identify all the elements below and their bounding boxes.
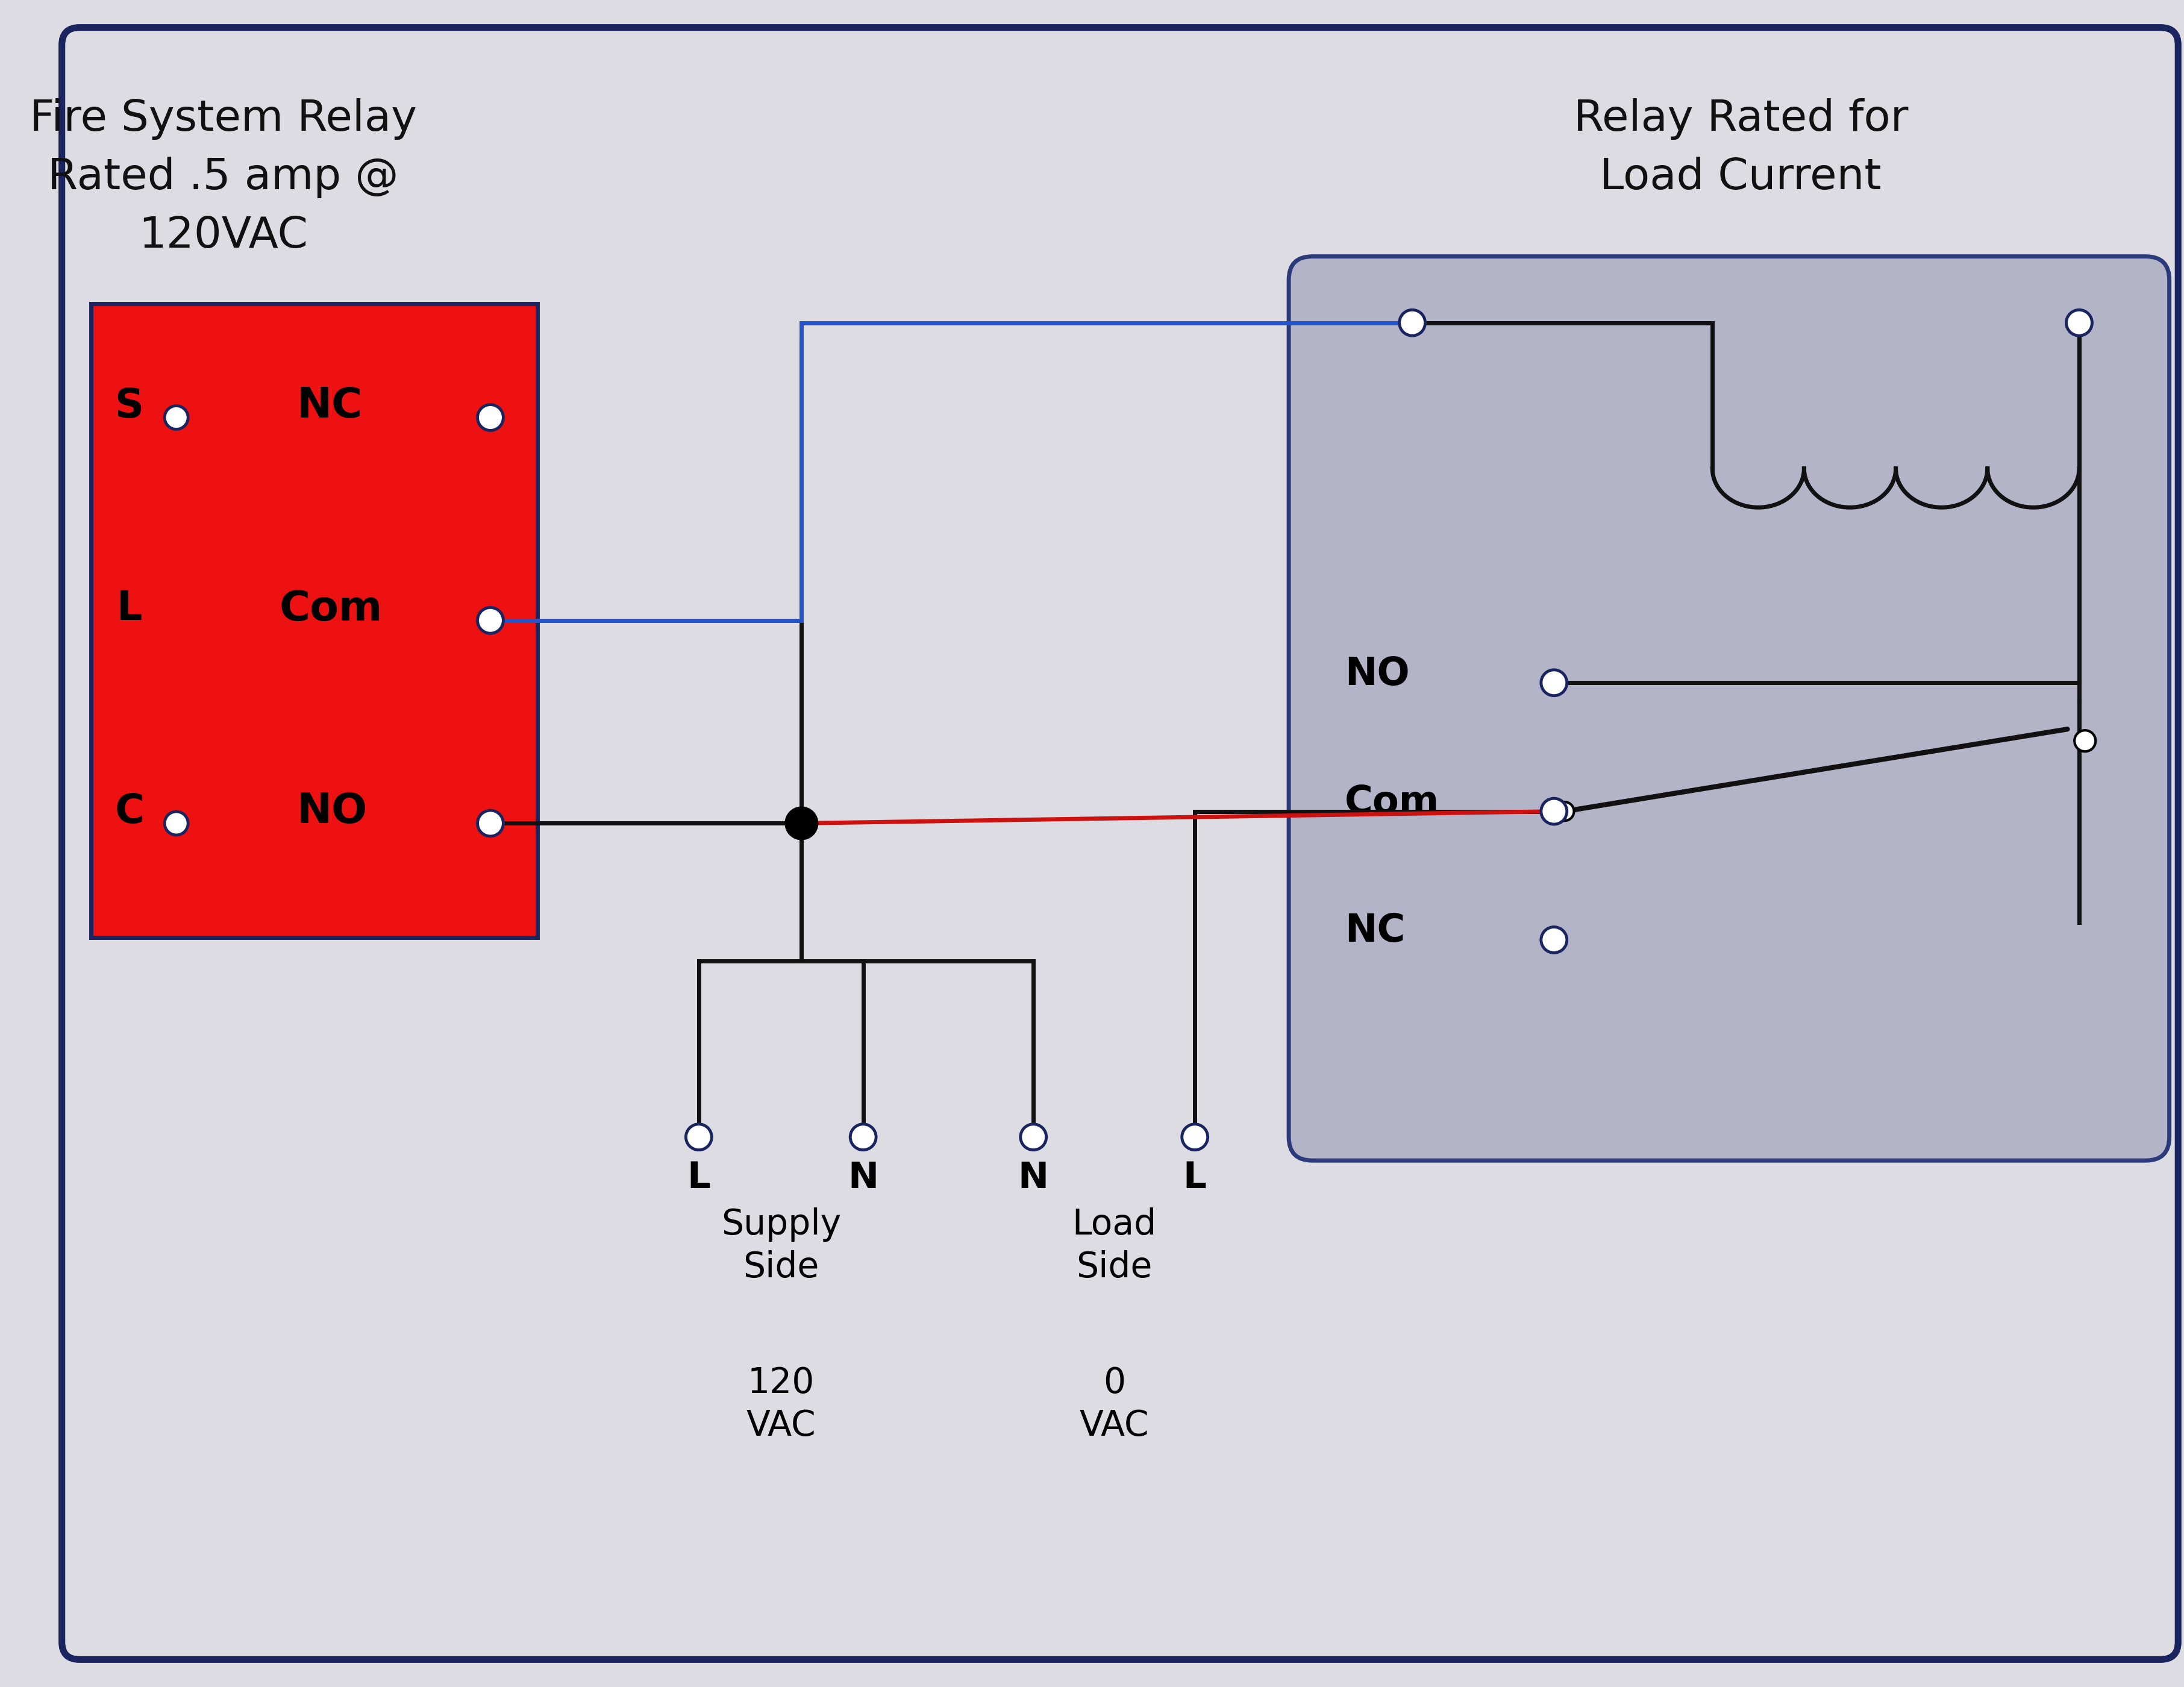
Circle shape xyxy=(478,405,502,430)
Text: Load Current: Load Current xyxy=(1601,157,1883,197)
Text: S: S xyxy=(116,386,144,425)
Text: Com: Com xyxy=(1345,784,1439,822)
Text: NC: NC xyxy=(1345,913,1404,950)
Text: C: C xyxy=(114,791,144,832)
Circle shape xyxy=(784,806,819,840)
Text: NO: NO xyxy=(297,791,367,832)
Circle shape xyxy=(164,811,188,835)
Circle shape xyxy=(2066,310,2092,336)
Text: L: L xyxy=(688,1161,710,1196)
Text: 120VAC: 120VAC xyxy=(138,216,308,256)
Text: Rated .5 amp @: Rated .5 amp @ xyxy=(48,157,400,197)
Circle shape xyxy=(478,607,502,633)
Text: Load
Side: Load Side xyxy=(1072,1208,1155,1284)
Circle shape xyxy=(1400,310,1426,336)
FancyBboxPatch shape xyxy=(61,27,2177,1660)
Text: L: L xyxy=(116,589,142,629)
Text: Supply
Side: Supply Side xyxy=(721,1208,841,1284)
Text: Com: Com xyxy=(280,589,382,629)
Text: Relay Rated for: Relay Rated for xyxy=(1572,98,1909,140)
Text: NC: NC xyxy=(297,386,363,427)
Circle shape xyxy=(2075,730,2097,751)
Text: L: L xyxy=(1184,1161,1206,1196)
Circle shape xyxy=(1182,1124,1208,1151)
Circle shape xyxy=(686,1124,712,1151)
Circle shape xyxy=(1542,926,1566,953)
Text: NO: NO xyxy=(1345,655,1409,693)
Circle shape xyxy=(478,810,502,837)
Circle shape xyxy=(1555,801,1575,820)
Bar xyxy=(92,304,537,938)
Text: 120
VAC: 120 VAC xyxy=(747,1366,817,1442)
Text: N: N xyxy=(847,1161,878,1196)
Text: 0
VAC: 0 VAC xyxy=(1079,1366,1149,1442)
FancyBboxPatch shape xyxy=(1289,256,2169,1161)
Circle shape xyxy=(1542,670,1566,695)
Circle shape xyxy=(1542,798,1566,825)
Text: N: N xyxy=(1018,1161,1048,1196)
Circle shape xyxy=(1020,1124,1046,1151)
Circle shape xyxy=(850,1124,876,1151)
Text: Fire System Relay: Fire System Relay xyxy=(31,98,417,140)
Circle shape xyxy=(164,407,188,428)
